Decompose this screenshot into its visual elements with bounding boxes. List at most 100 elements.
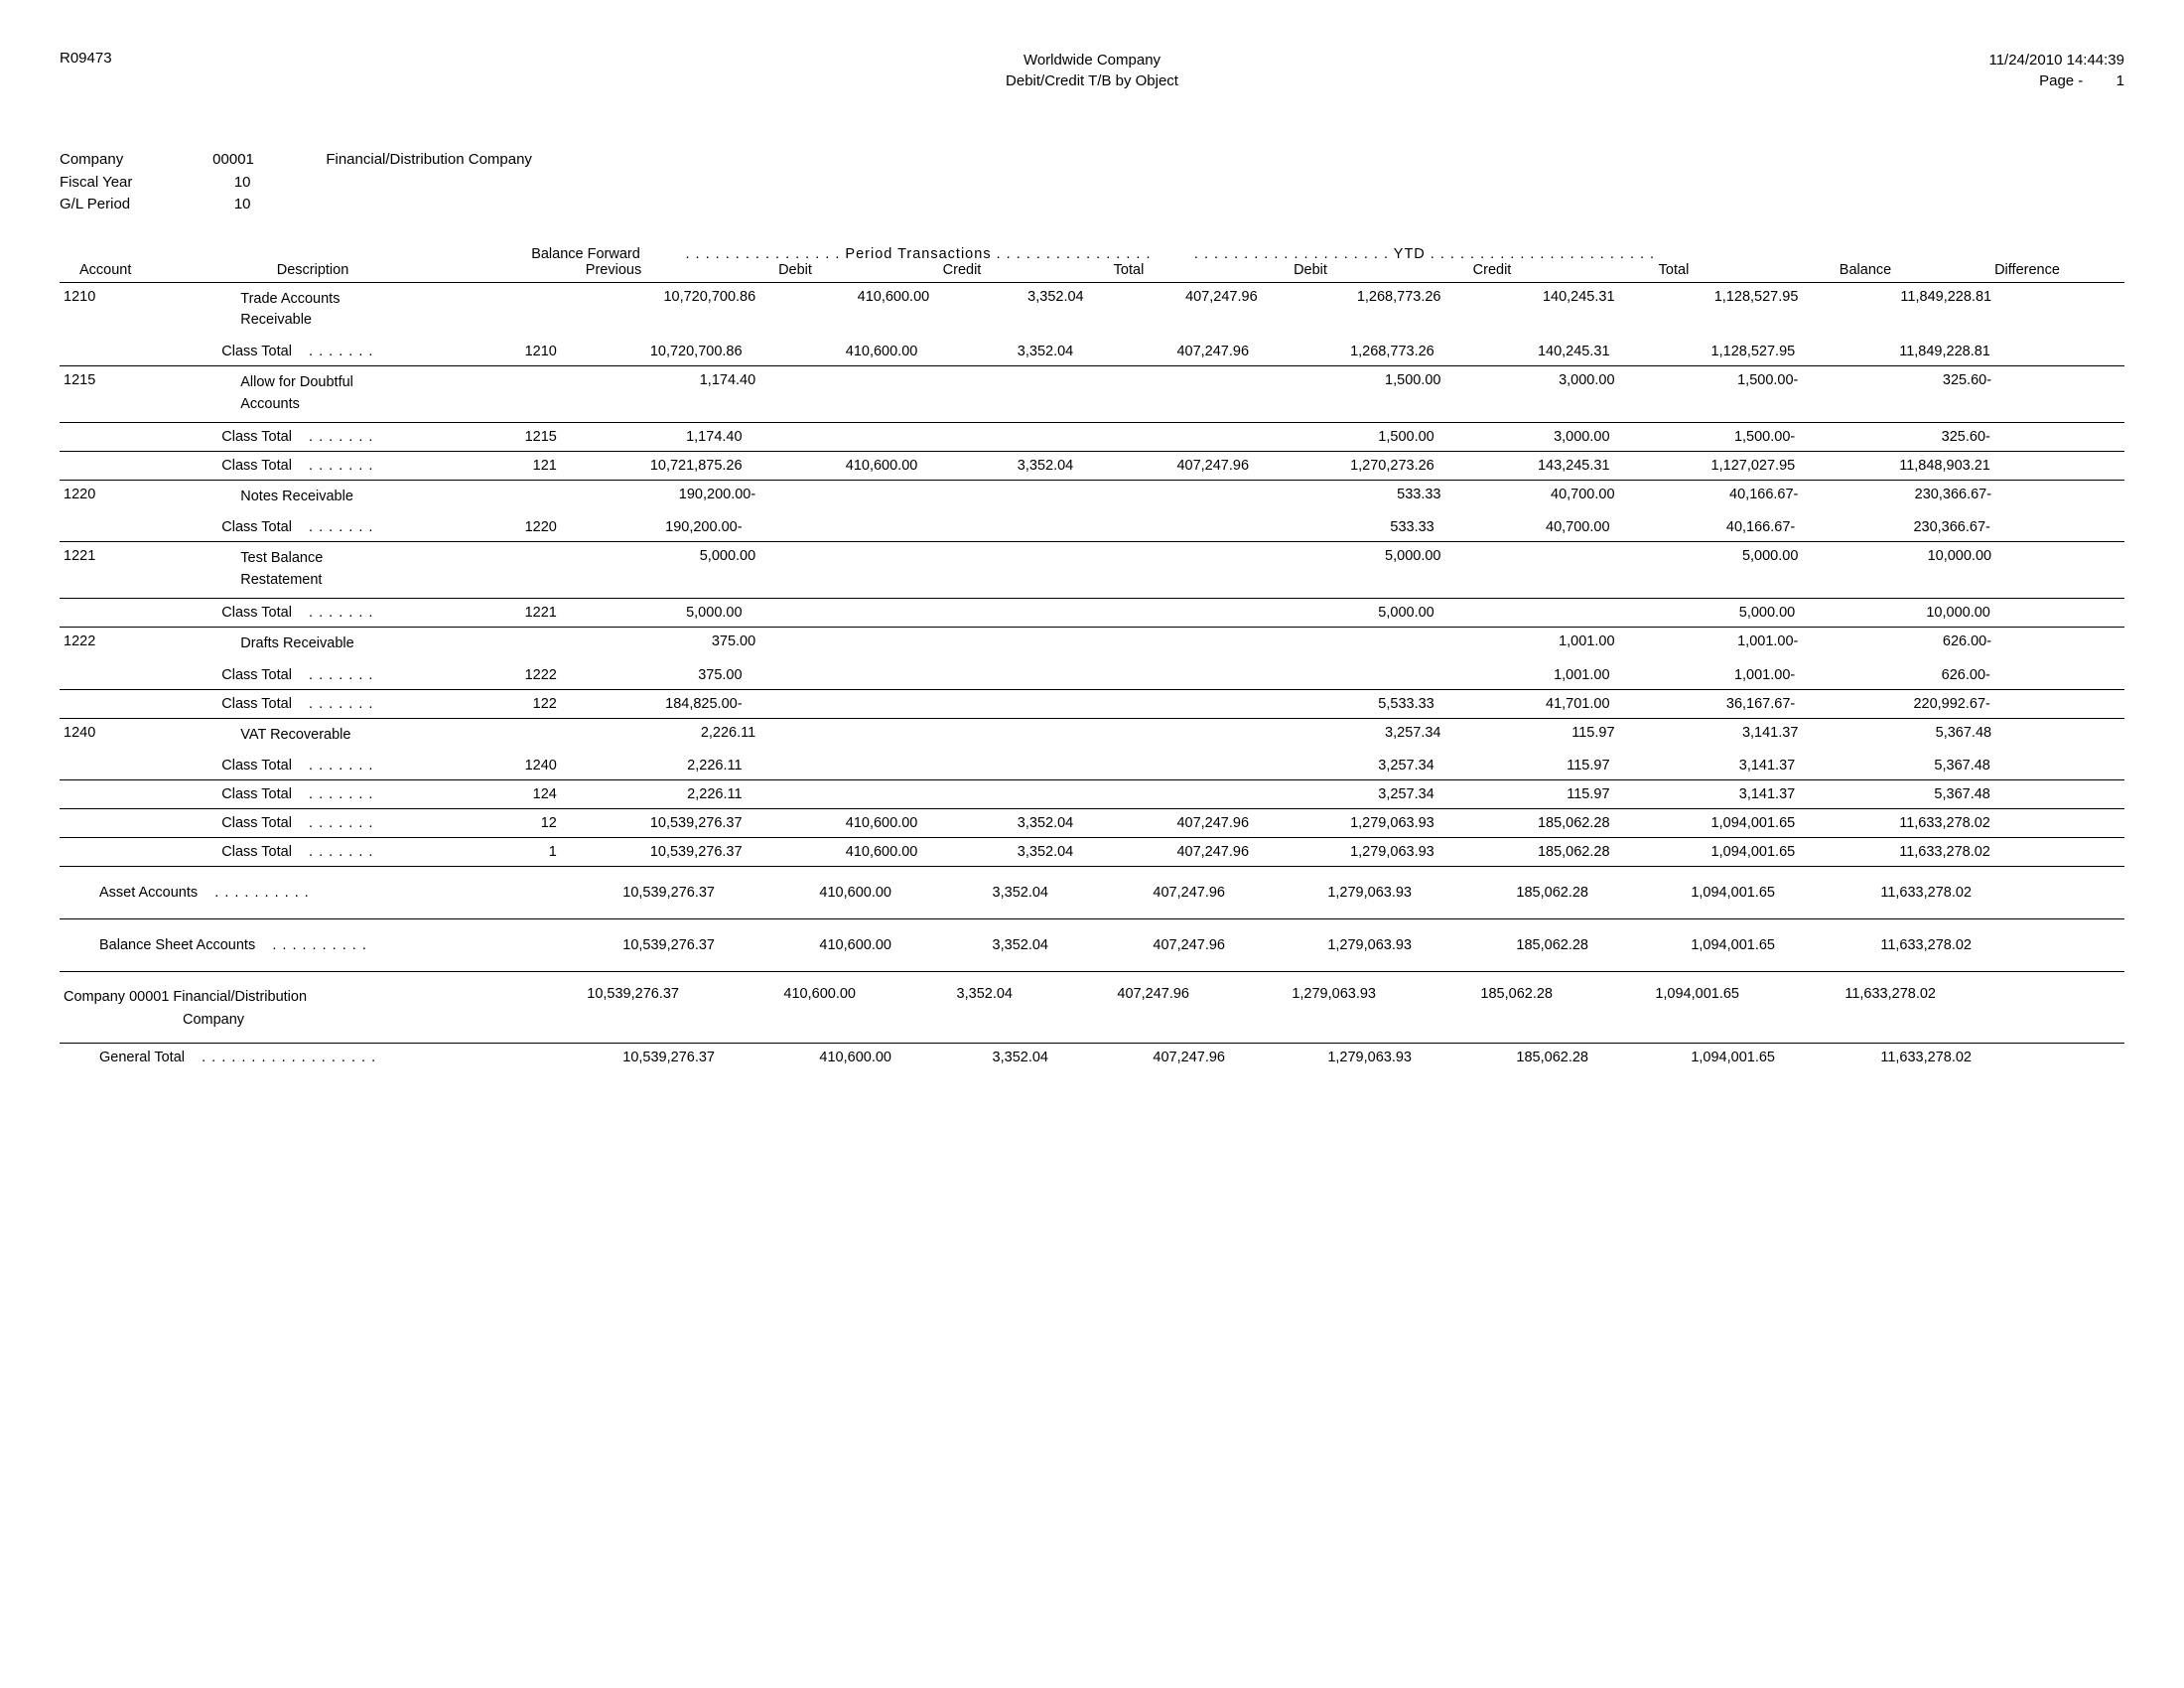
cell-code: 12 <box>487 815 565 831</box>
table-row: Class Total 124 2,226.11 3,257.34 115.97… <box>60 780 2124 809</box>
cell-code: 121 <box>487 458 565 474</box>
page-number: 1 <box>2116 72 2124 89</box>
column-headers: Account Description Previous Debit Credi… <box>60 262 2124 283</box>
cell-ytd-credit: 140,245.31 <box>1449 289 1623 305</box>
meta-fy-label: Fiscal Year <box>60 172 208 195</box>
cell-ytd-credit: 140,245.31 <box>1442 344 1618 359</box>
cell-ytd-debit: 3,257.34 <box>1257 786 1442 802</box>
cell-description: Class Total <box>162 605 487 621</box>
cell-ytd-total: 3,141.37 <box>1618 786 1804 802</box>
report-header: R09473 Worldwide Company Debit/Credit T/… <box>60 50 2124 119</box>
cell-code: 1220 <box>487 519 565 535</box>
cell-previous: 1,174.40 <box>565 429 751 445</box>
cell-ytd-total: 1,094,001.65 <box>1561 986 1747 1002</box>
cell-ytd-credit: 115.97 <box>1442 786 1618 802</box>
table-row: General Total 10,539,276.37 410,600.00 3… <box>60 1044 2124 1071</box>
cell-previous: 190,200.00- <box>565 519 751 535</box>
cell-total: 407,247.96 <box>1056 885 1233 901</box>
cell-balance: 11,633,278.02 <box>1803 815 1998 831</box>
cell-previous: 10,721,875.26 <box>565 458 751 474</box>
cell-ytd-debit: 5,000.00 <box>1266 548 1449 564</box>
cell-ytd-credit: 185,062.28 <box>1442 844 1618 860</box>
cell-ytd-total: 1,094,001.65 <box>1596 885 1783 901</box>
cell-credit: 3,352.04 <box>937 289 1091 305</box>
cell-ytd-debit: 1,500.00 <box>1266 372 1449 388</box>
cell-balance: 11,633,278.02 <box>1783 885 1979 901</box>
cell-total: 407,247.96 <box>1092 289 1266 305</box>
cell-ytd-total: 1,094,001.65 <box>1596 937 1783 953</box>
cell-credit: 3,352.04 <box>899 885 1056 901</box>
cell-credit: 3,352.04 <box>925 815 1081 831</box>
meta-gl-label: G/L Period <box>60 194 208 216</box>
cell-ytd-total: 1,500.00- <box>1623 372 1807 388</box>
report-title-block: Worldwide Company Debit/Credit T/B by Ob… <box>60 50 2124 91</box>
cell-ytd-debit: 3,257.34 <box>1266 725 1449 741</box>
cell-previous: 2,226.11 <box>565 786 751 802</box>
cell-ytd-credit: 115.97 <box>1449 725 1623 741</box>
cell-description: Class Total <box>162 458 487 474</box>
col-ytd-credit: Credit <box>1408 262 1584 278</box>
cell-ytd-credit: 185,062.28 <box>1420 937 1596 953</box>
table-row: Class Total 121 10,721,875.26 410,600.00… <box>60 452 2124 481</box>
cell-ytd-total: 1,094,001.65 <box>1596 1050 1783 1065</box>
cell-credit: 3,352.04 <box>864 986 1021 1002</box>
col-ytd-debit: Debit <box>1221 262 1408 278</box>
cell-ytd-total: 5,000.00 <box>1623 548 1807 564</box>
cell-code: 122 <box>487 696 565 712</box>
table-row: Class Total 12 10,539,276.37 410,600.00 … <box>60 809 2124 838</box>
cell-total: 407,247.96 <box>1081 458 1257 474</box>
cell-balance: 10,000.00 <box>1806 548 1999 564</box>
grp-ytd: . . . . . . . . . . . . . . . . . . . . … <box>1161 246 1688 262</box>
cell-ytd-debit: 1,279,063.93 <box>1257 815 1442 831</box>
cell-ytd-credit: 40,700.00 <box>1449 487 1623 502</box>
cell-description: Trade AccountsReceivable <box>161 289 503 333</box>
cell-balance: 11,848,903.21 <box>1803 458 1998 474</box>
cell-account: 1215 <box>60 372 161 388</box>
cell-debit: 410,600.00 <box>687 986 864 1002</box>
cell-credit: 3,352.04 <box>899 937 1056 953</box>
cell-previous: 184,825.00- <box>565 696 751 712</box>
page-label: Page - <box>2039 72 2083 89</box>
table-row: Balance Sheet Accounts 10,539,276.37 410… <box>60 919 2124 972</box>
cell-ytd-total: 40,166.67- <box>1623 487 1807 502</box>
cell-description: Class Total <box>162 667 487 683</box>
table-body: 1210 Trade AccountsReceivable 10,720,700… <box>60 283 2124 1071</box>
cell-previous: 10,539,276.37 <box>536 937 723 953</box>
report-page: R09473 Worldwide Company Debit/Credit T/… <box>0 0 2184 1688</box>
col-ytd-total: Total <box>1584 262 1771 278</box>
col-debit: Debit <box>711 262 887 278</box>
cell-previous: 2,226.11 <box>580 725 763 741</box>
cell-credit: 3,352.04 <box>925 458 1081 474</box>
col-balance: Balance <box>1771 262 1968 278</box>
company-name: Worldwide Company <box>60 50 2124 70</box>
cell-balance: 11,633,278.02 <box>1783 1050 1979 1065</box>
cell-balance: 5,367.48 <box>1806 725 1999 741</box>
cell-ytd-total: 1,001.00- <box>1618 667 1804 683</box>
grp-balance-forward: Balance Forward <box>496 246 675 262</box>
cell-balance: 230,366.67- <box>1803 519 1998 535</box>
cell-account: 1222 <box>60 633 161 649</box>
cell-description: Test BalanceRestatement <box>161 548 503 592</box>
col-account: Account <box>60 262 179 278</box>
cell-code: 124 <box>487 786 565 802</box>
cell-total: 407,247.96 <box>1056 937 1233 953</box>
cell-previous: 375.00 <box>580 633 763 649</box>
cell-debit: 410,600.00 <box>763 289 937 305</box>
cell-balance: 11,633,278.02 <box>1783 937 1979 953</box>
table-row: 1222 Drafts Receivable 375.00 1,001.00 1… <box>60 628 2124 661</box>
meta-fy-val: 10 <box>212 172 272 195</box>
cell-previous: 10,720,700.86 <box>565 344 751 359</box>
cell-ytd-debit: 1,268,773.26 <box>1257 344 1442 359</box>
table-row: Class Total 1222 375.00 1,001.00 1,001.0… <box>60 661 2124 690</box>
cell-ytd-credit: 1,001.00 <box>1449 633 1623 649</box>
report-table: Balance Forward . . . . . . . . . . . . … <box>60 246 2124 1071</box>
table-row: 1221 Test BalanceRestatement 5,000.00 5,… <box>60 542 2124 598</box>
cell-balance: 11,849,228.81 <box>1803 344 1998 359</box>
report-meta: Company 00001 Financial/Distribution Com… <box>60 149 2124 216</box>
cell-balance: 5,367.48 <box>1803 786 1998 802</box>
meta-company-code: 00001 <box>212 149 322 172</box>
cell-balance: 11,633,278.02 <box>1803 844 1998 860</box>
cell-debit: 410,600.00 <box>751 844 926 860</box>
cell-balance: 230,366.67- <box>1806 487 1999 502</box>
cell-description: Class Total <box>162 758 487 774</box>
